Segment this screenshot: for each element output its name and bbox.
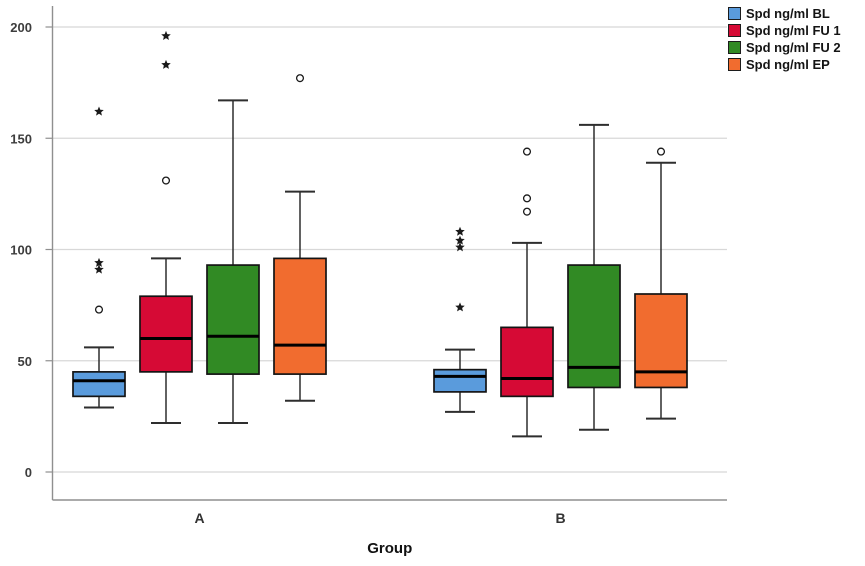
extreme-star <box>161 30 171 40</box>
box-spd-ng-ml-ep-B <box>634 293 688 389</box>
outlier-circle <box>522 207 532 216</box>
y-tick-label: 150 <box>10 131 32 146</box>
outlier-circle <box>94 305 104 314</box>
legend-swatch-icon <box>728 7 741 20</box>
x-tick-label: A <box>194 510 204 526</box>
box-spd-ng-ml-fu-2-B <box>567 264 621 389</box>
legend-item: Spd ng/ml BL <box>728 5 841 22</box>
legend-swatch-icon <box>728 41 741 54</box>
extreme-star <box>94 257 104 267</box>
box-spd-ng-ml-fu-1-B <box>500 326 554 398</box>
legend-item: Spd ng/ml EP <box>728 56 841 73</box>
box-spd-ng-ml-bl-B <box>433 368 487 393</box>
y-tick-label: 50 <box>18 354 32 369</box>
box-spd-ng-ml-ep-A <box>273 257 327 375</box>
y-tick-label: 200 <box>10 20 32 35</box>
extreme-star <box>94 264 104 274</box>
box-spd-ng-ml-bl-A <box>72 371 126 398</box>
y-tick-label: 0 <box>25 465 32 480</box>
box-spd-ng-ml-fu-2-A <box>206 264 260 375</box>
extreme-star <box>161 59 171 69</box>
x-axis-title: Group <box>367 540 412 557</box>
extreme-star <box>455 235 465 245</box>
extreme-star <box>455 302 465 312</box>
legend-item: Spd ng/ml FU 1 <box>728 22 841 39</box>
outlier-circle <box>161 176 171 185</box>
outlier-circle <box>522 147 532 156</box>
box-spd-ng-ml-fu-1-A <box>139 295 193 373</box>
legend-swatch-icon <box>728 58 741 71</box>
legend-label: Spd ng/ml BL <box>746 6 830 21</box>
x-tick-label: B <box>555 510 565 526</box>
extreme-star <box>455 242 465 252</box>
legend-label: Spd ng/ml EP <box>746 57 830 72</box>
outlier-circle <box>295 74 305 83</box>
legend-swatch-icon <box>728 24 741 37</box>
outlier-circle <box>656 147 666 156</box>
extreme-star <box>455 226 465 236</box>
legend-label: Spd ng/ml FU 2 <box>746 40 841 55</box>
legend-item: Spd ng/ml FU 2 <box>728 39 841 56</box>
legend: Spd ng/ml BL Spd ng/ml FU 1 Spd ng/ml FU 2… <box>728 5 841 73</box>
y-tick-label: 100 <box>10 243 32 258</box>
outlier-circle <box>522 194 532 203</box>
extreme-star <box>94 106 104 116</box>
legend-label: Spd ng/ml FU 1 <box>746 23 841 38</box>
